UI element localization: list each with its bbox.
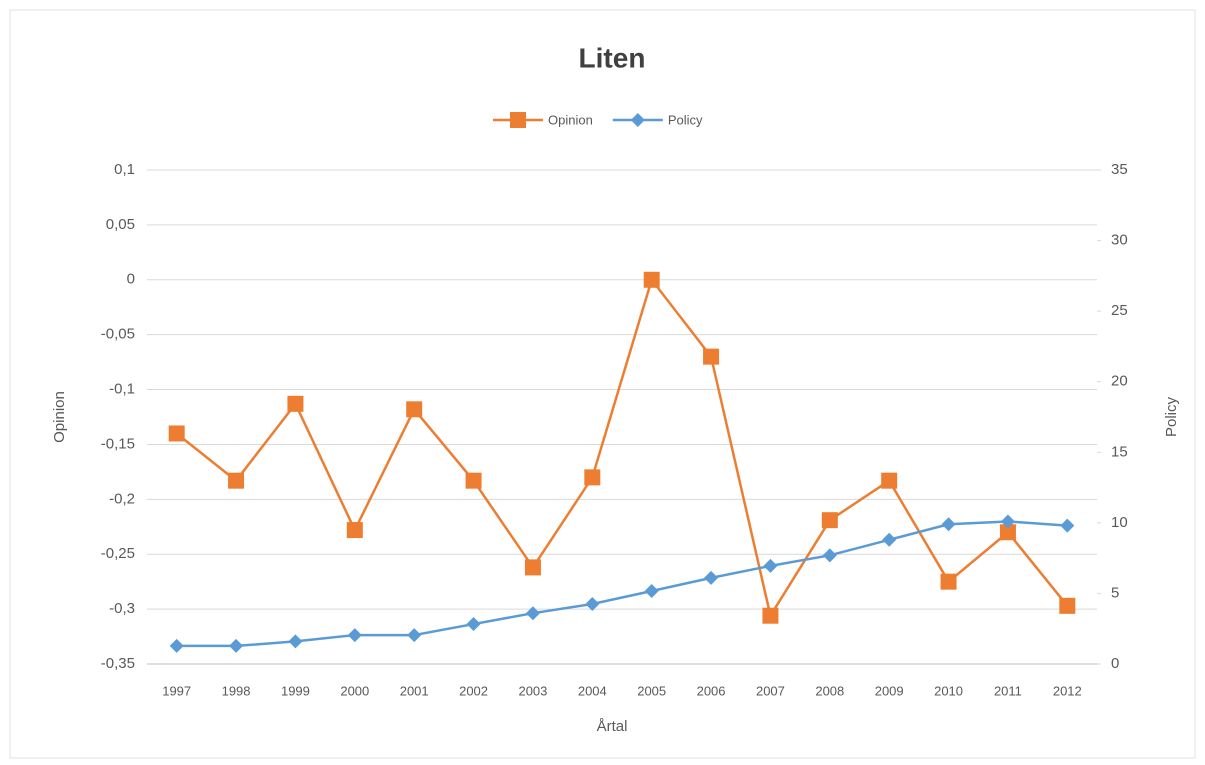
y2-tick-label: 15 xyxy=(1111,443,1128,460)
chart-title: Liten xyxy=(579,42,646,73)
point xyxy=(229,638,244,653)
x-tick-label: 2004 xyxy=(578,683,607,698)
x-tick-label: 1998 xyxy=(222,683,251,698)
y2-tick-label: 20 xyxy=(1111,373,1128,390)
legend-label: Opinion xyxy=(548,112,593,127)
point xyxy=(763,558,778,573)
point xyxy=(1059,597,1076,614)
point xyxy=(228,472,245,489)
point xyxy=(999,524,1016,541)
point xyxy=(407,628,422,643)
y-tick-label: 0,1 xyxy=(114,161,135,178)
point xyxy=(704,570,719,585)
x-tick-label: 2000 xyxy=(340,683,369,698)
y2-tick-label: 35 xyxy=(1111,161,1128,178)
point xyxy=(406,401,423,418)
x-tick-label: 2010 xyxy=(934,683,963,698)
y2-tick-label: 5 xyxy=(1111,584,1119,601)
x-tick-label: 2001 xyxy=(400,683,429,698)
point xyxy=(288,634,303,649)
y-tick-label: -0,35 xyxy=(101,655,135,672)
point xyxy=(466,617,481,632)
point xyxy=(643,271,660,288)
y-tick-label: -0,1 xyxy=(109,381,135,398)
y-tick-label: -0,3 xyxy=(109,600,135,617)
y-tick-label: -0,25 xyxy=(101,545,135,562)
point xyxy=(168,425,185,442)
legend-marker xyxy=(510,112,526,128)
y2-tick-label: 0 xyxy=(1111,655,1119,672)
y2-tick-label: 10 xyxy=(1111,514,1128,531)
x-tick-label: 1997 xyxy=(162,683,191,698)
chart-frame xyxy=(9,9,1196,759)
x-tick-label: 2011 xyxy=(994,683,1022,698)
point xyxy=(525,606,540,621)
y-tick-label: -0,2 xyxy=(109,490,135,507)
x-tick-label: 2012 xyxy=(1053,683,1082,698)
y2-axis-label: Policy xyxy=(1163,396,1180,437)
x-tick-label: 2008 xyxy=(815,683,844,698)
x-tick-label: 2005 xyxy=(637,683,666,698)
point xyxy=(881,472,898,489)
point xyxy=(347,628,362,643)
y-axis-label: Opinion xyxy=(51,391,68,443)
point xyxy=(169,638,184,653)
x-axis-label: Årtal xyxy=(597,718,628,735)
y-tick-label: 0 xyxy=(127,271,135,288)
x-tick-label: 1999 xyxy=(281,683,310,698)
point xyxy=(941,517,956,532)
point xyxy=(524,559,541,576)
point xyxy=(822,548,837,563)
x-tick-label: 2007 xyxy=(756,683,785,698)
legend-label: Policy xyxy=(668,112,703,127)
x-tick-label: 2002 xyxy=(459,683,488,698)
point xyxy=(1000,514,1015,529)
point xyxy=(1060,518,1075,533)
point xyxy=(821,512,838,529)
point xyxy=(644,584,659,599)
point xyxy=(585,597,600,612)
point xyxy=(346,522,363,539)
x-tick-label: 2003 xyxy=(518,683,547,698)
y-tick-label: 0,05 xyxy=(106,216,135,233)
y2-tick-label: 25 xyxy=(1111,302,1128,319)
point xyxy=(882,532,897,547)
y2-tick-label: 30 xyxy=(1111,232,1128,249)
point xyxy=(287,395,304,412)
point xyxy=(703,348,720,365)
point xyxy=(762,607,779,624)
point xyxy=(584,469,601,486)
x-tick-label: 2006 xyxy=(697,683,726,698)
x-tick-label: 2009 xyxy=(875,683,904,698)
point xyxy=(465,472,482,489)
y-tick-label: -0,05 xyxy=(101,326,135,343)
point xyxy=(940,573,957,590)
legend-marker xyxy=(630,113,645,127)
series-line xyxy=(176,520,1068,648)
y-tick-label: -0,15 xyxy=(101,435,135,452)
